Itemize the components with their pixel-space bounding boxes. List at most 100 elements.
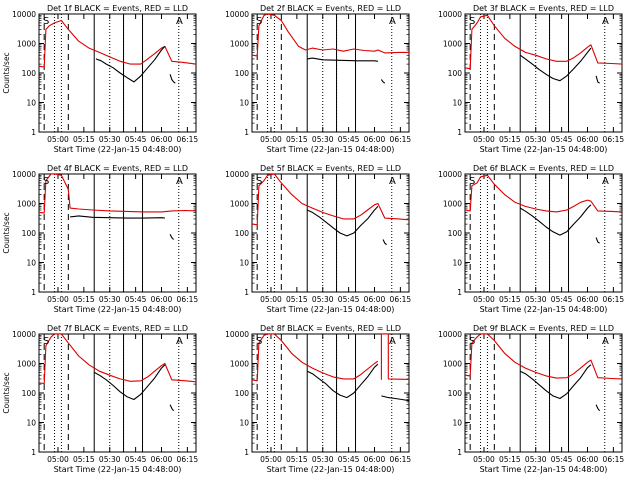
x-tick-label: 05:45 <box>338 295 360 304</box>
x-tick-label: 06:15 <box>177 295 199 304</box>
series-group <box>252 334 409 402</box>
panel-title: Det 3f BLACK = Events, RED = LLD <box>473 4 614 13</box>
detector-panel: 1 10 100 1000 10000 05:00 05:15 05:30 05:45 06:00… <box>438 324 624 474</box>
events-line <box>70 215 165 219</box>
lld-line <box>39 19 196 68</box>
y-axis-label: Counts/sec <box>2 52 11 93</box>
legend-letter: S <box>469 176 475 187</box>
legend-letter: A <box>389 336 396 347</box>
series-group <box>465 14 622 84</box>
y-tick-label: 10 <box>239 99 249 108</box>
events-line <box>519 47 592 82</box>
x-axis-label: Start Time (22-Jan-15 04:48:00) <box>54 465 182 474</box>
y-tick-label: 10000 <box>12 330 36 339</box>
y-tick-label: 10 <box>26 259 36 268</box>
x-tick-label: 05:00 <box>473 455 495 464</box>
x-axis-label: Start Time (22-Jan-15 04:48:00) <box>267 465 395 474</box>
x-tick-label: 06:00 <box>151 295 173 304</box>
panel-title: Det 5f BLACK = Events, RED = LLD <box>260 164 401 173</box>
events-line <box>595 75 600 84</box>
y-tick-label: 1000 <box>230 40 249 49</box>
x-axis-label: Start Time (22-Jan-15 04:48:00) <box>267 145 395 154</box>
events-line <box>595 404 601 412</box>
x-tick-label: 06:15 <box>390 135 412 144</box>
y-tick-label: 1 <box>244 128 249 137</box>
events-line <box>169 74 176 84</box>
y-tick-label: 1 <box>457 128 462 137</box>
y-tick-label: 10000 <box>225 10 249 19</box>
x-tick-label: 05:00 <box>47 455 69 464</box>
detector-panel: 1 10 100 1000 10000 05:00 05:15 05:30 05:45 06:00… <box>2 164 198 314</box>
detector-panel: 1 10 100 1000 10000 05:00 05:15 05:30 05:45 06:00… <box>225 324 411 474</box>
lld-line <box>465 334 622 380</box>
x-tick-label: 05:30 <box>525 295 547 304</box>
y-tick-label: 10 <box>452 99 462 108</box>
x-tick-label: 05:00 <box>260 455 282 464</box>
legend-letter: A <box>389 16 396 27</box>
y-tick-label: 100 <box>448 229 463 238</box>
x-tick-label: 05:15 <box>73 135 95 144</box>
x-tick-label: 05:45 <box>125 135 147 144</box>
series-group <box>39 334 196 412</box>
x-tick-label: 06:00 <box>577 455 599 464</box>
series-group <box>252 174 409 246</box>
events-line <box>93 364 166 401</box>
x-tick-label: 06:00 <box>577 295 599 304</box>
events-line <box>519 204 592 236</box>
x-tick-label: 05:30 <box>99 295 121 304</box>
y-tick-label: 100 <box>448 69 463 78</box>
events-line <box>380 79 386 84</box>
x-axis-label: Start Time (22-Jan-15 04:48:00) <box>54 145 182 154</box>
x-tick-label: 05:15 <box>499 135 521 144</box>
x-tick-label: 06:15 <box>177 135 199 144</box>
legend-letter: S <box>43 336 49 347</box>
x-tick-label: 05:30 <box>525 135 547 144</box>
x-tick-label: 05:00 <box>260 295 282 304</box>
events-line <box>519 364 592 400</box>
plot-frame <box>464 333 623 453</box>
y-tick-label: 1 <box>457 288 462 297</box>
legend-letter: A <box>602 176 609 187</box>
x-tick-label: 05:00 <box>47 295 69 304</box>
x-tick-label: 05:30 <box>99 455 121 464</box>
y-tick-label: 1000 <box>17 200 36 209</box>
series-group <box>39 19 196 84</box>
y-tick-label: 1000 <box>443 360 462 369</box>
x-tick-label: 06:15 <box>603 455 625 464</box>
detector-panel: 1 10 100 1000 10000 05:00 05:15 05:30 05:45 06:00… <box>2 4 198 154</box>
x-tick-label: 06:15 <box>603 135 625 144</box>
x-tick-label: 05:00 <box>473 295 495 304</box>
x-tick-label: 05:30 <box>312 135 334 144</box>
lld-line <box>39 334 196 385</box>
panel-title: Det 9f BLACK = Events, RED = LLD <box>473 324 614 333</box>
x-axis-label: Start Time (22-Jan-15 04:48:00) <box>54 305 182 314</box>
events-line <box>381 395 409 402</box>
y-axis-label: Counts/sec <box>2 372 11 413</box>
legend-letter: S <box>43 16 49 27</box>
detector-panel: 1 10 100 1000 10000 05:00 05:15 05:30 05:45 06:00… <box>438 4 624 154</box>
y-tick-label: 100 <box>235 69 250 78</box>
y-tick-label: 1000 <box>17 40 36 49</box>
events-line <box>306 363 379 399</box>
x-tick-label: 05:15 <box>286 295 308 304</box>
y-tick-label: 100 <box>235 229 250 238</box>
x-tick-label: 06:00 <box>364 455 386 464</box>
lld-line <box>465 14 622 70</box>
lld-line <box>39 174 196 214</box>
x-tick-label: 05:45 <box>551 135 573 144</box>
x-tick-label: 05:45 <box>338 455 360 464</box>
x-tick-label: 05:45 <box>338 135 360 144</box>
y-tick-label: 1 <box>31 448 36 457</box>
panel-title: Det 4f BLACK = Events, RED = LLD <box>47 164 188 173</box>
x-tick-label: 05:15 <box>286 135 308 144</box>
plot-frame <box>251 173 410 293</box>
y-tick-label: 10000 <box>438 10 462 19</box>
x-tick-label: 05:45 <box>125 295 147 304</box>
series-group <box>252 14 409 84</box>
x-tick-label: 05:15 <box>499 455 521 464</box>
y-tick-label: 1 <box>244 288 249 297</box>
lld-line <box>380 334 409 380</box>
y-tick-label: 10 <box>452 259 462 268</box>
